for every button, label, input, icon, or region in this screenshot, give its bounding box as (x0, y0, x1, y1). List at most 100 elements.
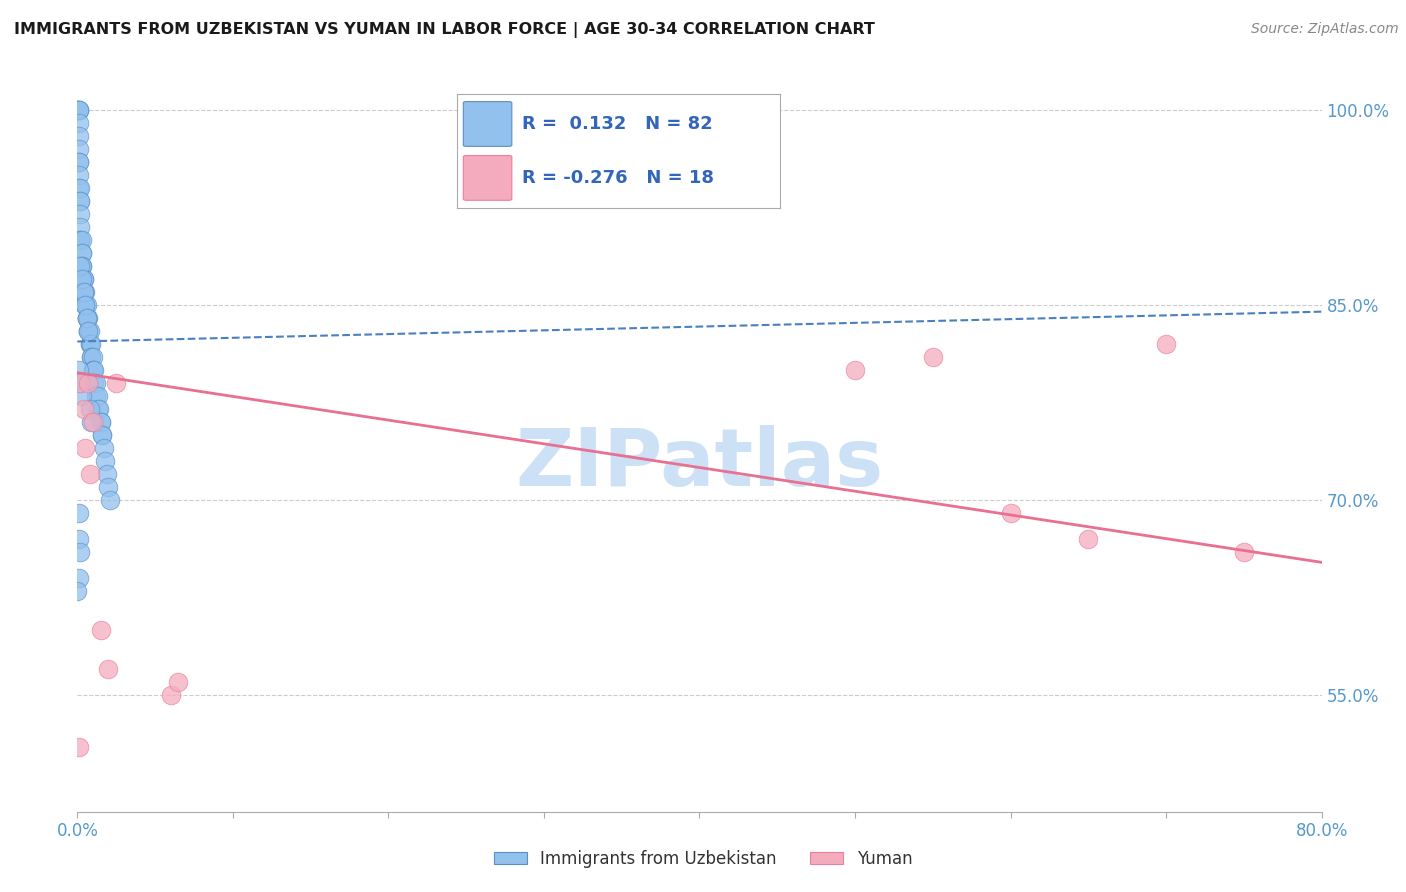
Point (77, 311, 100, 326)
Point (94, 454, 117, 468)
Point (90, 415, 112, 429)
Point (91, 428, 114, 442)
Point (98, 493, 121, 508)
Point (91, 428, 114, 442)
Point (72, 285, 94, 300)
Point (82, 350, 104, 364)
Point (96, 467, 118, 481)
Point (83, 376, 105, 390)
Point (80, 350, 103, 364)
Point (69, 376, 91, 390)
Point (80, 415, 103, 429)
Point (77, 324, 100, 338)
Point (69, 545, 91, 559)
Point (69, 194, 91, 209)
Point (72, 272, 94, 286)
Point (90, 415, 112, 429)
Point (72, 272, 94, 286)
Point (67, 142, 90, 156)
Text: IMMIGRANTS FROM UZBEKISTAN VS YUMAN IN LABOR FORCE | AGE 30-34 CORRELATION CHART: IMMIGRANTS FROM UZBEKISTAN VS YUMAN IN L… (14, 22, 875, 38)
Point (79, 402, 101, 417)
Point (70, 233, 93, 247)
Point (84, 389, 107, 403)
Point (75, 298, 97, 312)
Point (67, 103, 90, 118)
Point (69, 181, 91, 195)
Point (69, 194, 91, 209)
Point (67, 103, 90, 118)
Point (75, 441, 97, 455)
Point (76, 298, 98, 312)
Point (69, 259, 91, 273)
Point (72, 402, 94, 417)
Point (77, 324, 100, 338)
Point (79, 324, 101, 338)
Point (70, 259, 93, 273)
Point (97, 662, 120, 676)
Point (82, 363, 104, 377)
Point (67, 129, 90, 144)
Point (70, 246, 93, 260)
Point (79, 337, 101, 351)
Point (67, 181, 90, 195)
Point (70, 246, 93, 260)
Point (67, 363, 90, 377)
Point (72, 285, 94, 300)
Point (167, 674, 190, 689)
Point (159, 688, 181, 702)
Point (86, 389, 108, 403)
Point (69, 376, 91, 390)
Point (1233, 545, 1256, 559)
Point (86, 402, 108, 417)
Point (66, 103, 89, 118)
Point (67, 103, 90, 118)
Point (77, 376, 100, 390)
Legend: Immigrants from Uzbekistan, Yuman: Immigrants from Uzbekistan, Yuman (486, 844, 920, 875)
Point (69, 233, 91, 247)
Point (75, 285, 97, 300)
Point (82, 363, 104, 377)
Point (84, 376, 107, 390)
Point (87, 402, 110, 417)
Point (105, 376, 128, 390)
Point (80, 350, 103, 364)
Point (1000, 506, 1022, 520)
Point (83, 363, 105, 377)
Point (70, 272, 93, 286)
Point (67, 155, 90, 169)
Point (69, 220, 91, 235)
Point (67, 571, 90, 585)
Point (1077, 532, 1099, 546)
Point (72, 285, 94, 300)
Point (76, 311, 98, 326)
Point (79, 467, 101, 481)
Point (70, 259, 93, 273)
Point (844, 363, 866, 377)
Point (70, 272, 93, 286)
Point (90, 623, 112, 637)
Point (69, 207, 91, 221)
Point (76, 311, 98, 326)
Point (76, 311, 98, 326)
Point (79, 337, 101, 351)
Point (69, 233, 91, 247)
Point (66, 583, 89, 598)
Point (67, 168, 90, 182)
Point (67, 506, 90, 520)
Point (97, 480, 120, 494)
Point (70, 389, 93, 403)
Point (67, 739, 90, 754)
Point (82, 415, 104, 429)
Point (66, 103, 89, 118)
Point (80, 337, 103, 351)
Point (67, 532, 90, 546)
Point (1154, 337, 1177, 351)
Point (77, 324, 100, 338)
Point (75, 298, 97, 312)
Text: ZIPatlas: ZIPatlas (516, 425, 883, 503)
Point (75, 298, 97, 312)
Point (72, 285, 94, 300)
Point (67, 116, 90, 130)
Point (75, 298, 97, 312)
Point (93, 441, 115, 455)
